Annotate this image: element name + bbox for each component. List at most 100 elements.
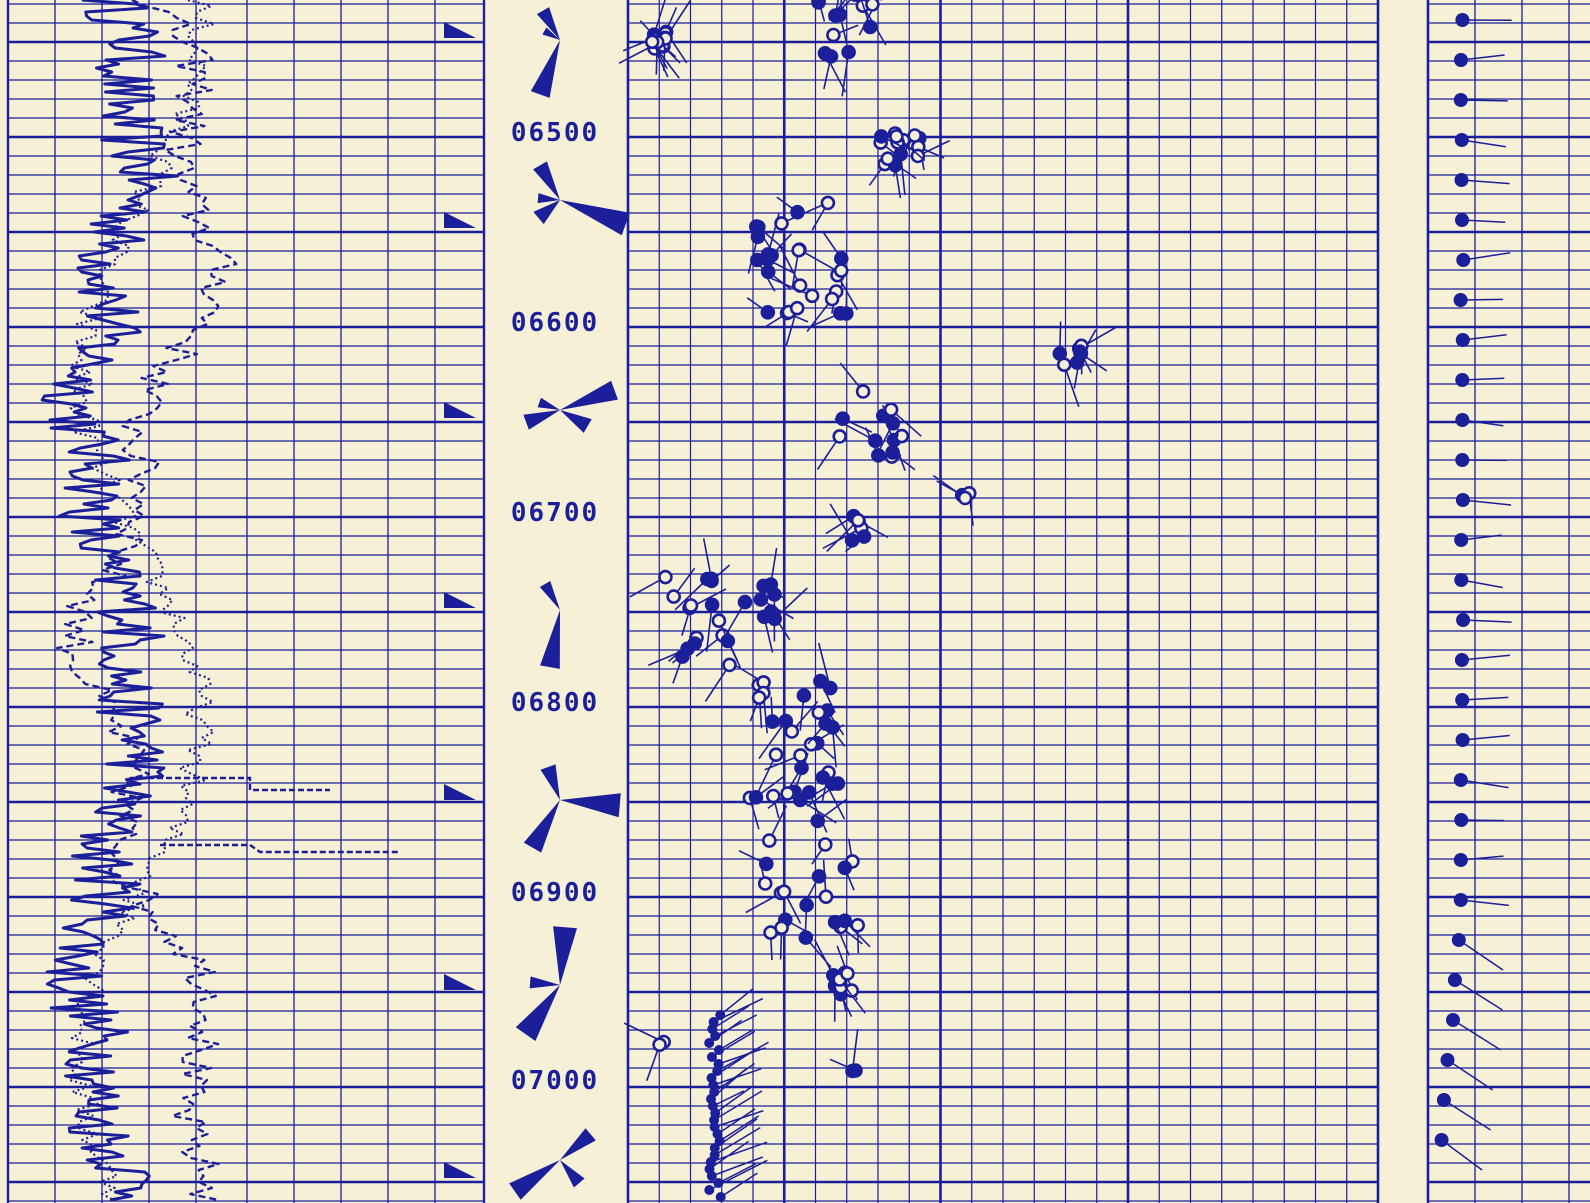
drift-tail <box>1461 819 1505 822</box>
tadpole-tail <box>716 1041 769 1072</box>
drift-tail <box>1461 579 1503 589</box>
curve-track-grid <box>6 0 486 1203</box>
tadpole-filled <box>756 578 771 594</box>
tadpole-filled <box>822 680 838 696</box>
tadpole-filled <box>885 415 901 431</box>
tadpole-tail <box>719 1115 760 1142</box>
drift-tadpole <box>1455 733 1470 747</box>
drift-tail <box>1462 377 1505 381</box>
drift-tail <box>1458 939 1504 971</box>
tadpole-open <box>780 786 795 801</box>
tadpole-filled <box>813 673 828 689</box>
drift-tail <box>1461 179 1510 185</box>
tadpole-tail <box>709 1140 749 1170</box>
drift-tadpole <box>1454 53 1468 67</box>
tadpole-open <box>850 512 866 528</box>
tadpole-tail <box>758 720 787 760</box>
tadpole-filled <box>704 597 720 613</box>
tadpole-tail <box>714 1126 761 1156</box>
drift-tadpole <box>1436 1093 1451 1107</box>
tadpole-open <box>880 151 896 166</box>
drift-tadpole <box>1455 453 1470 467</box>
drift-tadpole <box>1446 1013 1460 1027</box>
tadpole-open <box>666 589 682 604</box>
drift-tadpole <box>1454 813 1469 827</box>
drift-tadpole <box>1454 573 1469 587</box>
tadpole-open <box>883 402 899 418</box>
tadpole-open <box>792 278 808 293</box>
tadpole-tail <box>714 1014 758 1037</box>
tadpole-open <box>652 1037 667 1052</box>
tadpole-filled <box>709 1143 720 1153</box>
tadpole-open <box>722 657 737 673</box>
tadpole-filled <box>737 594 753 610</box>
curve-solid <box>40 0 180 1202</box>
tadpole-filled <box>838 306 854 321</box>
tadpole-filled <box>720 633 736 649</box>
rose-petal <box>533 200 560 225</box>
tadpole-tail <box>713 997 764 1023</box>
tadpole-tail <box>718 1163 757 1184</box>
drift-tadpole <box>1453 773 1468 787</box>
depth-label-6800: 06800 <box>510 688 600 718</box>
drift-tadpole <box>1454 173 1469 187</box>
curve-excursion <box>160 843 400 854</box>
tadpole-open <box>817 837 833 852</box>
tadpole-filled <box>798 930 814 945</box>
tadpole-filled <box>794 760 809 776</box>
tadpole-open <box>818 889 834 905</box>
tadpole-filled <box>796 688 812 703</box>
tadpole-filled <box>841 44 856 60</box>
tadpole-filled <box>760 247 776 262</box>
tadpole-tail <box>704 664 731 702</box>
tadpole-open <box>658 569 673 585</box>
tadpole-open <box>711 613 727 629</box>
drift-tadpole <box>1434 1133 1449 1147</box>
drift-tail <box>1443 1099 1492 1131</box>
tadpole-filled <box>828 8 843 23</box>
rose-petal <box>560 200 630 236</box>
tadpole-tail <box>705 604 713 652</box>
tadpole-tail <box>717 1108 756 1135</box>
drift-tadpole <box>1456 613 1471 627</box>
drift-tadpole <box>1451 933 1466 947</box>
tadpole-open <box>765 788 781 804</box>
depth-label-6700: 06700 <box>510 498 600 528</box>
tadpole-filled <box>704 1185 715 1195</box>
drift-tail <box>1460 899 1509 907</box>
drift-tail <box>1460 298 1504 301</box>
tadpole-tail <box>817 642 832 689</box>
drift-tadpole <box>1453 93 1468 107</box>
curve-dashed <box>56 0 238 1202</box>
tadpole-filled <box>867 433 883 449</box>
depth-flag-marker <box>444 974 476 990</box>
tadpole-tail <box>713 1090 763 1121</box>
curve-dotted <box>67 0 215 1201</box>
drift-tail <box>1460 99 1508 102</box>
tadpole-open <box>793 748 808 763</box>
tadpole-open <box>824 291 840 307</box>
drift-tail <box>1463 619 1512 623</box>
drift-tail <box>1461 219 1506 223</box>
tadpole-tail <box>822 777 846 820</box>
tadpole-tail <box>708 1019 743 1044</box>
rose-petal <box>536 7 560 41</box>
depth-flag-marker <box>444 402 476 418</box>
tadpole-tail <box>720 1172 758 1198</box>
tadpole-tail <box>826 519 859 552</box>
tadpole-filled <box>715 1192 726 1202</box>
tadpole-filled <box>856 529 872 544</box>
tadpole-open <box>855 384 871 399</box>
tadpole-tail <box>774 587 808 620</box>
drift-tadpole <box>1455 373 1470 387</box>
tadpole-open <box>832 429 848 444</box>
tadpole-filled <box>748 789 764 805</box>
drift-tadpole <box>1456 253 1471 267</box>
rose-petal <box>560 380 618 410</box>
tadpole-filled <box>680 641 695 657</box>
tadpole-tail <box>824 52 847 93</box>
tadpole-filled <box>817 45 833 61</box>
tadpole-filled <box>893 146 909 162</box>
tadpole-open <box>789 300 805 316</box>
tadpole-filled <box>710 1031 721 1041</box>
